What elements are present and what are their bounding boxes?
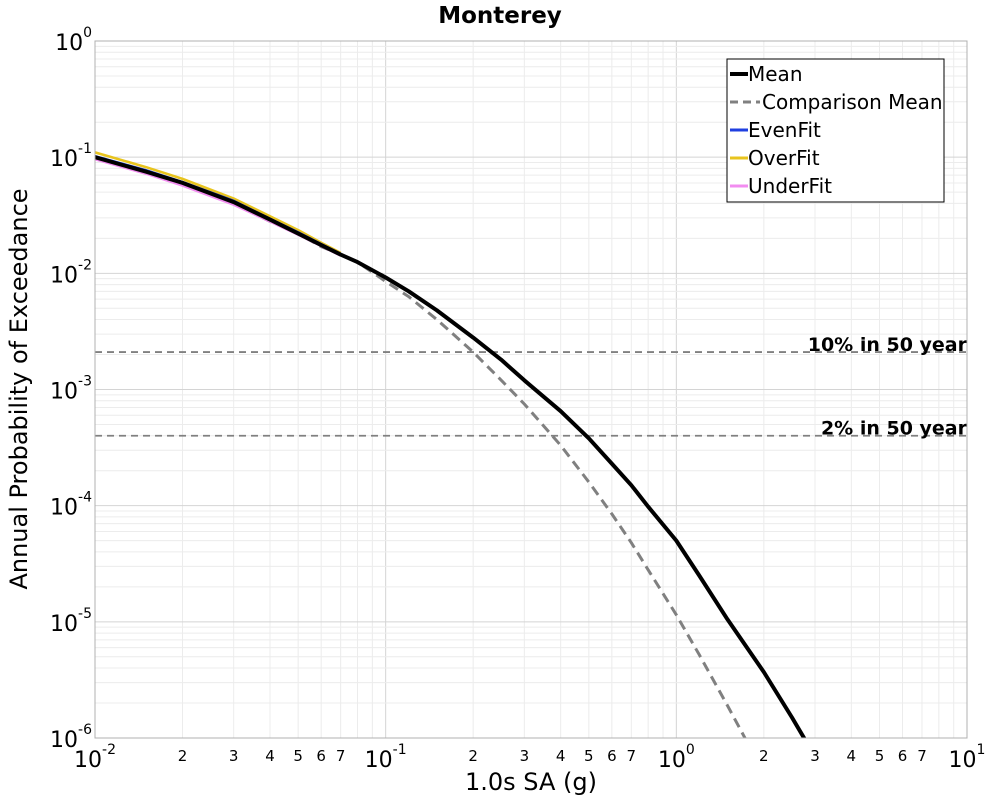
tick-base: 10 xyxy=(74,748,102,773)
chart-title: Monterey xyxy=(438,3,562,29)
x-minor-tick-label: 2 xyxy=(759,747,769,765)
tick-exponent: -2 xyxy=(78,257,92,273)
x-tick-label: 10-1 xyxy=(365,742,407,773)
tick-base: 10 xyxy=(55,31,83,56)
x-minor-tick-label: 2 xyxy=(178,747,188,765)
x-minor-tick-label: 7 xyxy=(336,747,346,765)
y-tick-label: 10-1 xyxy=(50,141,92,172)
tick-exponent: -6 xyxy=(78,722,92,738)
x-minor-tick-label: 7 xyxy=(917,747,927,765)
x-axis-label: 1.0s SA (g) xyxy=(465,768,597,796)
x-tick-label: 100 xyxy=(658,742,695,773)
x-minor-tick-label: 5 xyxy=(875,747,885,765)
tick-base: 10 xyxy=(50,728,78,753)
x-minor-tick-label: 5 xyxy=(584,747,594,765)
plot-frame xyxy=(94,40,968,739)
tick-base: 10 xyxy=(949,748,977,773)
x-minor-tick-label: 6 xyxy=(607,747,617,765)
tick-exponent: -2 xyxy=(102,742,116,758)
y-tick-label: 10-2 xyxy=(50,257,92,288)
legend-box xyxy=(726,58,945,203)
legend-label: Mean xyxy=(748,62,803,86)
x-minor-tick-label: 5 xyxy=(293,747,303,765)
legend: Mean Comparison Mean EvenFit OverFit UnderFi… xyxy=(726,58,945,203)
legend-label: UnderFit xyxy=(748,174,832,198)
tick-exponent: -1 xyxy=(393,742,407,758)
tick-base: 10 xyxy=(50,612,78,637)
tick-base: 10 xyxy=(50,380,78,405)
series-line-comparison-mean xyxy=(233,202,747,738)
y-tick-label: 100 xyxy=(55,25,92,56)
x-minor-tick-label: 4 xyxy=(556,747,566,765)
x-minor-tick-label: 4 xyxy=(847,747,857,765)
series-line-mean xyxy=(95,155,807,738)
tick-base: 10 xyxy=(50,263,78,288)
y-tick-label: 10-5 xyxy=(50,606,92,637)
tick-exponent: -4 xyxy=(78,490,92,506)
tick-exponent: -1 xyxy=(78,141,92,157)
x-minor-tick-label: 4 xyxy=(265,747,275,765)
reference-line-label: 2% in 50 year xyxy=(821,418,968,440)
tick-exponent: 0 xyxy=(686,742,695,758)
x-minor-tick-label: 7 xyxy=(627,747,637,765)
tick-base: 10 xyxy=(50,147,78,172)
legend-label: OverFit xyxy=(748,146,820,170)
y-tick-label: 10-4 xyxy=(50,490,92,521)
y-axis-label: Annual Probability of Exceedance xyxy=(5,188,33,589)
series-line-overfit xyxy=(95,151,342,255)
x-minor-tick-label: 6 xyxy=(316,747,326,765)
tick-exponent: -3 xyxy=(78,374,92,390)
x-tick-label: 101 xyxy=(949,742,986,773)
tick-exponent: 0 xyxy=(83,25,92,41)
tick-exponent: -5 xyxy=(78,606,92,622)
x-minor-tick-label: 3 xyxy=(229,747,239,765)
x-minor-tick-label: 6 xyxy=(898,747,908,765)
y-tick-label: 10-3 xyxy=(50,374,92,405)
y-tick-label: 10-6 xyxy=(50,722,92,753)
grid-lines xyxy=(94,41,967,739)
legend-label: Comparison Mean xyxy=(762,90,943,114)
reference-line-label: 10% in 50 year xyxy=(808,334,968,356)
tick-base: 10 xyxy=(658,748,686,773)
x-tick-label: 10-2 xyxy=(74,742,116,773)
tick-base: 10 xyxy=(365,748,393,773)
x-minor-tick-label: 3 xyxy=(810,747,820,765)
tick-base: 10 xyxy=(50,496,78,521)
x-minor-tick-label: 3 xyxy=(520,747,530,765)
x-minor-tick-label: 2 xyxy=(468,747,478,765)
tick-exponent: 1 xyxy=(977,742,986,758)
legend-label: EvenFit xyxy=(748,118,821,142)
